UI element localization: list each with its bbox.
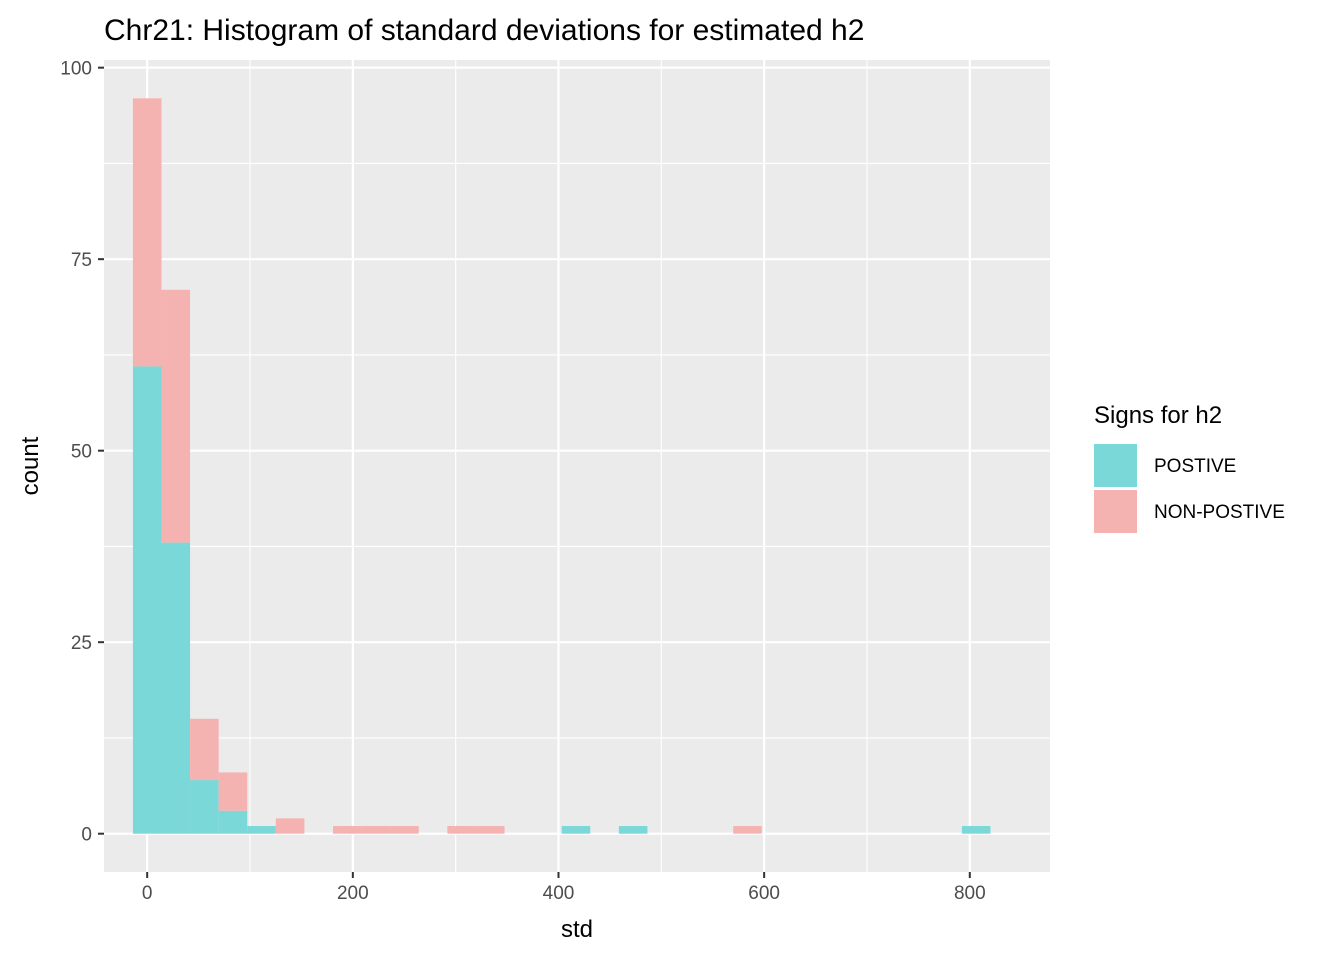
y-tick-label: 25 [71,633,92,654]
y-tick-label: 50 [71,442,92,463]
bar-non-postive [161,289,191,543]
bar-non-postive [733,826,762,834]
bar-postive [561,826,591,834]
y-axis-title: count [17,436,44,495]
x-tick-label: 0 [142,883,153,904]
plot-panel [104,60,1050,872]
x-axis-title: std [561,916,593,943]
legend-key-non-postive [1094,490,1137,533]
bar-postive [247,826,276,834]
y-axis: 0 25 50 75 100 [60,59,104,846]
legend-label-non-postive: NON-POSTIVE [1154,502,1285,523]
bar-non-postive [132,98,162,367]
bar-non-postive [390,826,419,834]
legend-title: Signs for h2 [1094,402,1222,429]
bar-non-postive [361,826,391,834]
bar-postive [218,810,248,834]
histogram-bars [132,98,991,834]
bar-non-postive [332,826,362,834]
bar-non-postive [447,826,476,834]
minor-grid-lines [104,60,1050,872]
x-tick-label: 800 [954,883,986,904]
bar-postive [190,780,219,834]
bar-non-postive [218,772,248,811]
x-tick-label: 600 [748,883,780,904]
chart-title: Chr21: Histogram of standard deviations … [104,14,864,47]
bar-non-postive [475,826,505,834]
x-tick-label: 200 [337,883,369,904]
legend-label-postive: POSTIVE [1154,456,1236,477]
x-tick-label: 400 [543,883,575,904]
x-axis: 0 200 400 600 800 [142,872,986,904]
bar-non-postive [275,818,305,834]
bar-non-postive [190,718,219,781]
bar-postive [618,826,648,834]
y-tick-label: 100 [60,59,92,80]
legend-key-postive [1094,444,1137,487]
y-tick-label: 75 [71,250,92,271]
bar-postive [961,826,991,834]
y-tick-label: 0 [81,825,92,846]
bar-postive [132,366,162,834]
legend: Signs for h2 POSTIVE NON-POSTIVE [1094,402,1285,533]
bar-postive [161,542,191,834]
